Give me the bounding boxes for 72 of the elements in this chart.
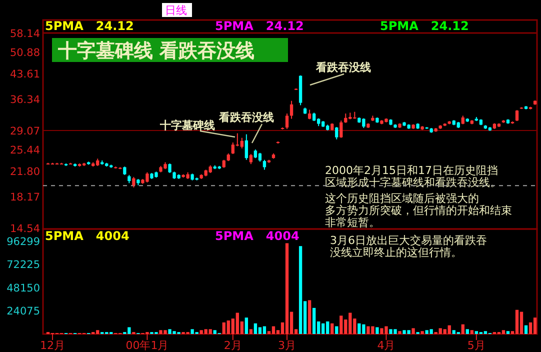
candlestick: [515, 110, 519, 122]
annotation: 5PMA 4004: [215, 229, 300, 243]
y-tick-label: 24075: [6, 306, 40, 318]
y-tick-label: 36.34: [10, 94, 40, 106]
y-tick-label: 58.14: [10, 28, 40, 40]
annotation: 十字墓碑线: [159, 119, 215, 132]
annotation: 5PMA 4004: [45, 229, 130, 243]
y-tick-label: 29.07: [10, 126, 40, 138]
x-tick-label: 5月: [467, 339, 486, 352]
bar: [502, 330, 506, 334]
y-tick-label: 50.88: [10, 46, 40, 59]
candlestick: [262, 159, 266, 170]
bar: [506, 331, 510, 334]
candlestick: [249, 154, 253, 165]
bar: [520, 312, 524, 334]
bar: [312, 308, 316, 334]
y-tick-label: 48150: [6, 282, 40, 294]
bar: [262, 326, 266, 334]
y-tick-label: 14.54: [10, 223, 40, 235]
x-tick-label: 00年1月: [126, 339, 169, 352]
bar: [376, 327, 379, 334]
annotation: 看跌吞没线: [218, 111, 274, 124]
bar: [448, 325, 451, 334]
bar: [244, 318, 248, 334]
bar: [420, 331, 424, 334]
y-tick-label: 72225: [6, 259, 40, 272]
x-tick-label: 2月: [224, 339, 242, 352]
candlestick: [290, 100, 294, 120]
text: 5PMA 24.12: [45, 19, 134, 33]
bar: [412, 328, 415, 334]
bar: [258, 327, 262, 334]
bar: [515, 310, 519, 334]
candlestick: [344, 113, 348, 124]
annotation: 这个历史阻挡区域随后被强大的多方势力所突破，但行情的开始和结束非常短暂。: [325, 192, 512, 229]
chart-title: 十字墓碑线 看跌吞没线: [57, 40, 255, 62]
candlestick: [132, 176, 136, 188]
bar: [335, 326, 338, 334]
bar: [466, 329, 469, 334]
bar: [330, 323, 334, 334]
candlestick: [335, 126, 338, 140]
x-tick-label: 3月: [278, 339, 296, 352]
bar: [285, 243, 289, 334]
bar: [298, 246, 302, 334]
y-tick-label: 96299: [6, 236, 40, 248]
bar: [470, 330, 474, 334]
x-tick-label: 12月: [40, 339, 66, 352]
y-tick-label: 21.80: [10, 166, 40, 178]
annotation: 看跌吞没线: [315, 61, 371, 74]
candlestick: [168, 162, 172, 174]
y-tick-label: 18.17: [10, 192, 40, 204]
candlestick: [244, 134, 248, 160]
bar: [249, 329, 253, 334]
text: 5PMA 24.12: [380, 19, 469, 33]
bar: [524, 325, 528, 334]
bar: [398, 331, 402, 334]
candlestick: [285, 113, 289, 130]
bar: [308, 300, 312, 334]
bar: [340, 316, 343, 334]
bar: [254, 323, 258, 334]
bar: [484, 331, 488, 334]
bar: [208, 329, 212, 334]
candlestick: [340, 120, 343, 138]
y-tick-label: 43.61: [10, 68, 40, 80]
bar: [272, 326, 276, 334]
bar: [533, 318, 537, 334]
annotation: 3月6日放出巨大交易量的看跌吞没线立即终止的这但行情。: [330, 234, 487, 259]
text: 日线: [165, 4, 187, 17]
x-tick-label: 4月: [377, 339, 396, 352]
bar: [461, 324, 464, 334]
y-tick-label: 25.44: [10, 144, 40, 156]
text: 5PMA 24.12: [215, 19, 304, 33]
candlestick: [240, 137, 244, 149]
